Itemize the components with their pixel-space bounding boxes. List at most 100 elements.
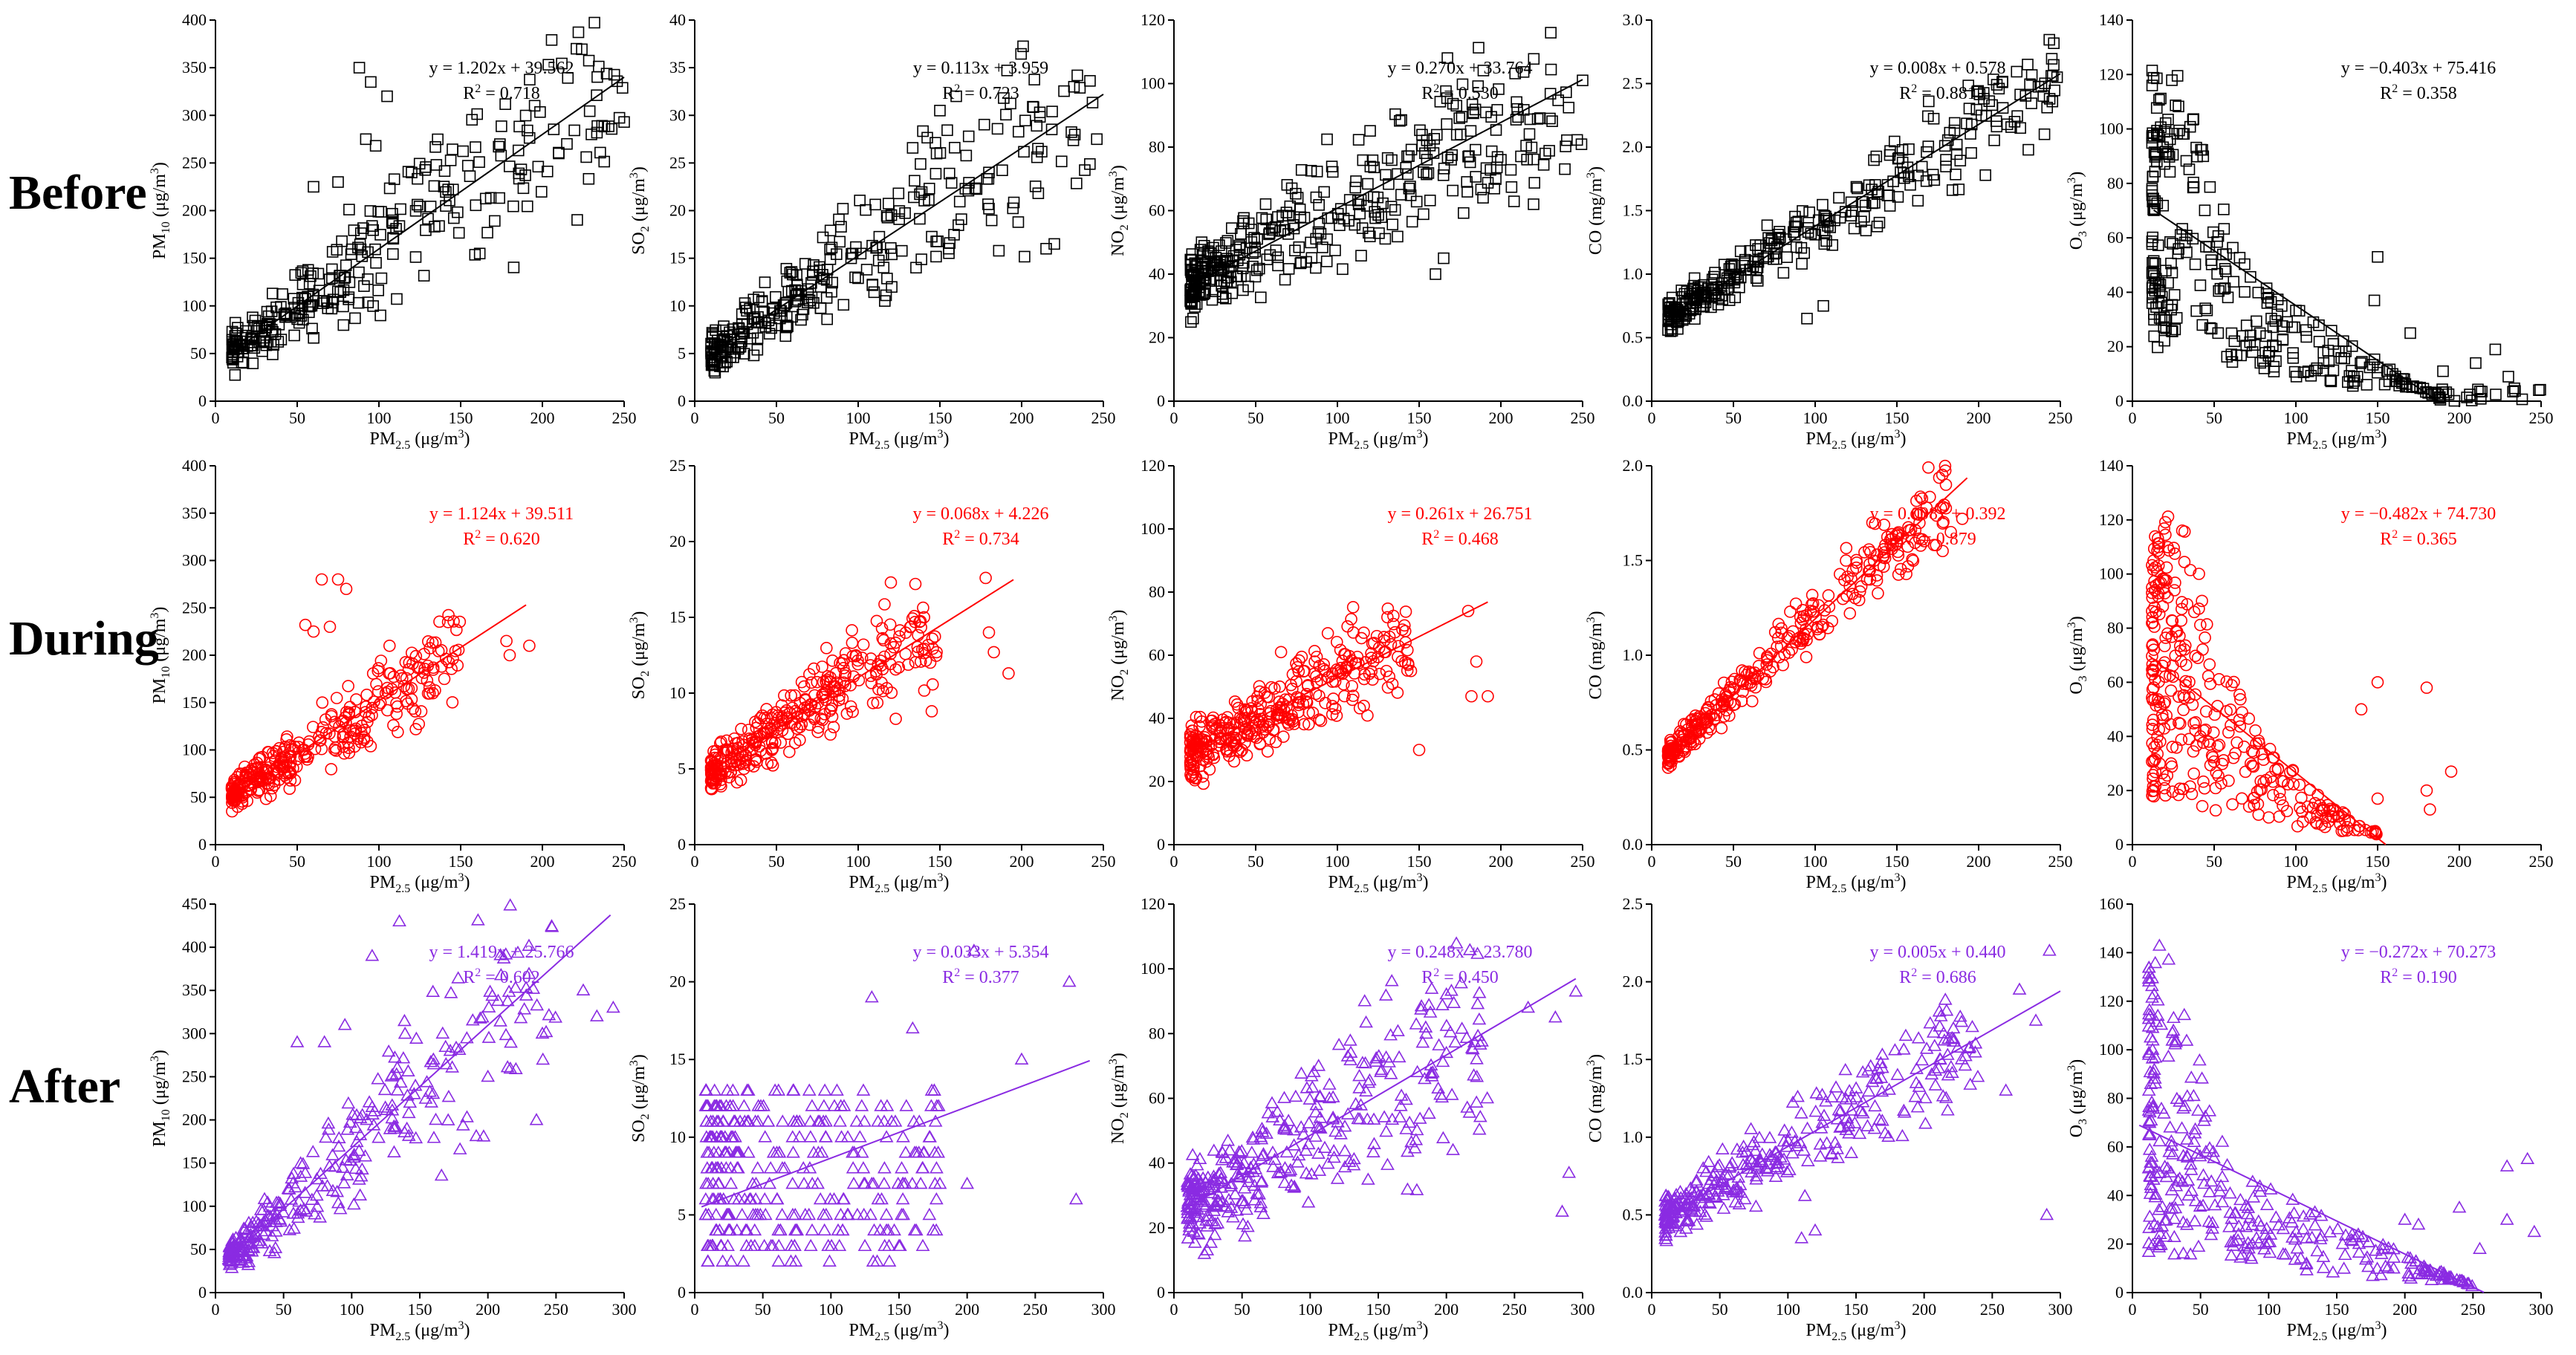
data-point [335, 1160, 350, 1173]
y-tick-label: 60 [2107, 228, 2124, 247]
x-tick-label: 50 [1725, 852, 1742, 871]
data-point [1922, 461, 1935, 474]
data-point [1360, 200, 1373, 212]
regression-line [2148, 654, 2387, 845]
data-point [811, 1176, 825, 1189]
data-point [1285, 678, 1297, 692]
data-point [1441, 152, 1454, 163]
data-point [1470, 946, 1485, 959]
data-point [785, 1207, 800, 1221]
data-point [860, 264, 873, 276]
data-point [2420, 784, 2433, 797]
data-point [2159, 314, 2172, 326]
y-axis-label: SO2 (μg/m3) [628, 1054, 652, 1143]
data-point [856, 1161, 871, 1174]
x-tick-label: 0 [2129, 409, 2137, 427]
data-point [1472, 986, 1487, 998]
data-point [2146, 649, 2158, 663]
data-point [2180, 155, 2193, 167]
data-point [710, 324, 721, 337]
data-point [2196, 594, 2208, 608]
regression-line [228, 604, 527, 799]
data-point [698, 1207, 713, 1221]
data-point [1432, 1038, 1447, 1050]
data-point [877, 1161, 892, 1174]
data-point [773, 1223, 788, 1236]
data-point [1312, 226, 1325, 238]
x-axis-label: PM2.5 (μg/m3) [2287, 871, 2387, 895]
data-point [1285, 182, 1298, 195]
data-point [496, 120, 507, 132]
data-point [539, 1024, 554, 1038]
data-point [1276, 1120, 1291, 1133]
data-point [2248, 339, 2261, 351]
data-point [268, 1241, 283, 1253]
data-point [785, 1083, 800, 1096]
y-tick-label: 60 [1149, 201, 1165, 220]
data-point [2197, 736, 2210, 750]
data-point [1322, 1077, 1337, 1090]
data-point [898, 1146, 913, 1158]
data-point [371, 1072, 386, 1085]
data-point [832, 1238, 847, 1252]
data-point [1048, 238, 1060, 250]
data-point [885, 209, 898, 221]
data-point [1439, 1045, 1454, 1059]
data-point [423, 1085, 437, 1097]
regression-equation: y = 0.270x + 33.764 [1387, 59, 1532, 78]
data-point [889, 636, 902, 649]
data-point [1699, 287, 1712, 299]
data-point [337, 319, 350, 331]
data-point [387, 1145, 401, 1157]
data-point [774, 736, 788, 749]
data-point [266, 287, 279, 299]
data-point [2183, 163, 2196, 175]
data-point [418, 1091, 433, 1104]
x-tick-label: 250 [1571, 409, 1595, 427]
data-point [1469, 143, 1482, 156]
y-tick-label: 40 [2107, 282, 2124, 301]
data-point [1182, 1216, 1197, 1229]
data-point [1509, 68, 1522, 79]
data-point [930, 147, 943, 160]
data-point [1419, 147, 1431, 160]
data-point [1369, 1054, 1383, 1067]
y-tick-label: 25 [669, 894, 686, 913]
data-point [618, 116, 630, 129]
data-point [1462, 943, 1477, 955]
data-point [827, 1099, 842, 1111]
data-point [1414, 124, 1426, 137]
data-point [1456, 78, 1469, 91]
data-point [1662, 298, 1675, 311]
y-tick-label: 2.0 [1623, 972, 1644, 991]
data-point [1262, 715, 1276, 729]
data-point [1448, 1035, 1463, 1048]
y-tick-label: 0 [678, 391, 686, 410]
data-point [1441, 118, 1453, 130]
data-point [2266, 751, 2280, 764]
data-point [1884, 200, 1896, 212]
y-tick-label: 2.0 [1623, 137, 1644, 156]
data-point [385, 1098, 400, 1111]
x-tick-label: 150 [2366, 852, 2390, 871]
y-tick-label: 50 [190, 787, 207, 806]
data-point [1191, 1226, 1205, 1239]
x-tick-label: 150 [449, 852, 473, 871]
data-point [426, 636, 439, 649]
data-point [761, 757, 774, 770]
y-tick-label: 0 [678, 1283, 686, 1302]
data-point [2222, 774, 2235, 787]
data-point [1793, 1136, 1808, 1148]
data-point [1771, 253, 1782, 265]
data-point [837, 1192, 851, 1205]
data-point [2166, 741, 2179, 753]
data-point [1911, 1031, 1926, 1044]
data-point [916, 643, 929, 656]
data-point [1293, 654, 1305, 667]
data-point [503, 649, 516, 662]
data-point [895, 1207, 909, 1221]
data-point [1364, 160, 1377, 173]
data-point [1330, 663, 1343, 676]
data-point [1508, 195, 1520, 207]
data-point [879, 1207, 894, 1221]
